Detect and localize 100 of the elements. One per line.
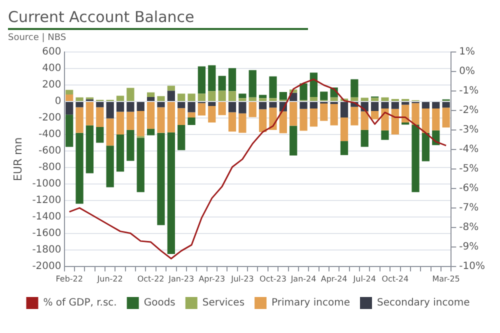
bar <box>432 102 440 108</box>
bar <box>402 102 410 105</box>
bar <box>198 66 206 94</box>
bar <box>269 102 277 108</box>
x-tick-label: Apr-24 <box>320 274 348 284</box>
bar <box>218 102 226 116</box>
bar <box>218 76 226 91</box>
bar <box>381 97 389 101</box>
y2-tick-label: -9% <box>459 242 479 253</box>
bar <box>290 102 298 126</box>
bar <box>188 112 196 118</box>
bar <box>167 102 175 132</box>
bar <box>136 110 144 136</box>
bar <box>228 91 236 101</box>
bar <box>290 126 298 156</box>
bar <box>136 138 144 192</box>
x-tick-label: Apr-23 <box>198 274 226 284</box>
bar <box>412 103 420 125</box>
bar <box>442 108 450 128</box>
bar <box>208 106 216 123</box>
y-tick-label: -400 <box>38 129 62 140</box>
bar <box>198 103 206 116</box>
bar <box>66 102 74 115</box>
bar <box>279 92 287 100</box>
bar <box>228 68 236 92</box>
bar <box>330 104 338 126</box>
bar <box>157 96 165 101</box>
bar <box>300 108 308 131</box>
bar <box>116 96 124 101</box>
bar <box>76 107 84 133</box>
bar <box>350 106 358 126</box>
bar <box>330 97 338 101</box>
bar <box>66 114 74 147</box>
bar <box>422 102 430 108</box>
bar <box>370 110 379 120</box>
bar <box>208 102 216 106</box>
bar <box>116 134 124 172</box>
bar <box>381 102 389 108</box>
x-tick-label: Jan-24 <box>290 274 316 284</box>
y2-tick-label: -7% <box>459 202 479 214</box>
bar <box>136 102 144 111</box>
bar <box>218 90 226 101</box>
bar <box>146 102 155 129</box>
y-tick-label: 400 <box>42 63 62 74</box>
bar <box>208 65 216 92</box>
bar <box>167 86 175 91</box>
x-tick-label: Mar-25 <box>432 274 460 284</box>
bar <box>157 102 165 108</box>
bar <box>126 112 134 130</box>
bar <box>106 146 114 188</box>
bar <box>248 97 256 101</box>
bar <box>178 108 186 125</box>
bar <box>228 102 236 112</box>
y-tick-label: -800 <box>38 162 62 174</box>
bar <box>300 102 308 109</box>
y2-tick-label: -2% <box>459 105 479 116</box>
bar <box>157 107 165 133</box>
bar <box>248 70 256 98</box>
y-tick-label: -1000 <box>32 178 62 190</box>
y-tick-label: 200 <box>42 80 62 91</box>
chart-title: Current Account Balance <box>8 8 308 30</box>
bar <box>146 128 155 136</box>
bar <box>86 102 94 126</box>
bar <box>146 92 155 97</box>
bar <box>106 102 114 118</box>
bar <box>310 102 318 108</box>
x-tick-label: Jul-24 <box>352 274 376 284</box>
bar <box>178 124 186 150</box>
bar <box>96 107 104 128</box>
bar <box>126 88 134 101</box>
bar <box>340 118 348 142</box>
bar <box>66 90 74 94</box>
bar <box>310 108 318 127</box>
bar <box>76 102 84 108</box>
x-tick-label: Feb-22 <box>56 274 83 284</box>
bar <box>208 91 216 101</box>
bar <box>310 72 318 97</box>
y2-tick-label: -8% <box>459 222 479 234</box>
bar <box>442 102 450 108</box>
bar <box>360 130 368 147</box>
legend-label: % of GDP, r.sc. <box>43 298 117 309</box>
bar <box>381 108 389 130</box>
bar <box>116 102 124 112</box>
y2-tick-label: -3% <box>459 124 479 136</box>
bar <box>76 132 84 204</box>
x-tick-label: Oct-22 <box>137 274 164 284</box>
bar <box>320 104 328 121</box>
bar <box>381 130 389 140</box>
bar <box>248 102 256 118</box>
bar <box>126 102 134 112</box>
bar <box>238 94 246 98</box>
bar <box>340 102 348 118</box>
bar <box>116 112 124 134</box>
bar <box>76 97 84 101</box>
y-axis-title: EUR mn <box>11 137 24 182</box>
bar <box>66 94 74 101</box>
bar <box>310 96 318 101</box>
bar <box>350 97 358 101</box>
bar <box>412 124 420 192</box>
y-tick-label: -1800 <box>32 244 62 256</box>
